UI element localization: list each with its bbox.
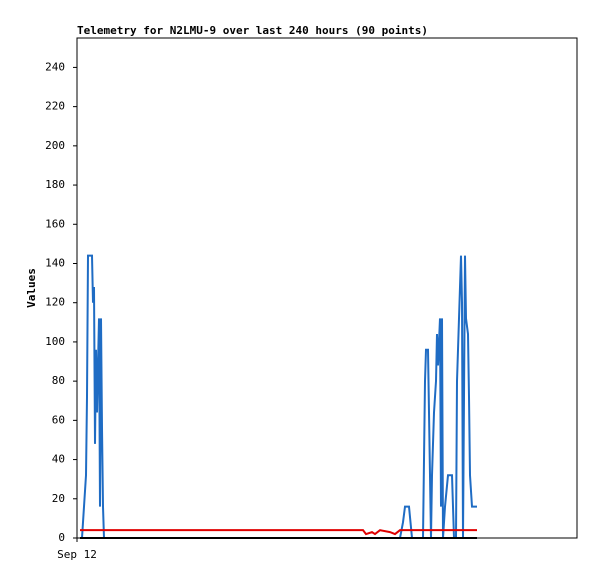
y-tick-label: 160 [45, 217, 65, 230]
chart-title: Telemetry for N2LMU-9 over last 240 hour… [77, 24, 428, 37]
y-tick-label: 180 [45, 178, 65, 191]
y-tick-label: 20 [52, 492, 65, 505]
y-tick-label: 240 [45, 60, 65, 73]
y-tick-label: 220 [45, 100, 65, 113]
y-tick-label: 60 [52, 413, 65, 426]
series-line [81, 254, 477, 539]
y-axis-label: Values [25, 268, 38, 308]
y-tick-label: 100 [45, 335, 65, 348]
y-tick-label: 0 [58, 531, 65, 544]
y-tick-label: 40 [52, 453, 65, 466]
series-line [80, 529, 477, 536]
y-tick-label: 80 [52, 374, 65, 387]
y-tick-label: 200 [45, 139, 65, 152]
x-tick-label: Sep 12 [57, 548, 97, 561]
plot-frame [76, 37, 578, 539]
y-tick-label: 140 [45, 256, 65, 269]
y-tick-label: 120 [45, 296, 65, 309]
